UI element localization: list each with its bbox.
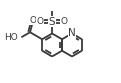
Text: HO: HO bbox=[4, 33, 17, 42]
Text: O: O bbox=[37, 17, 44, 26]
Text: O: O bbox=[30, 16, 37, 25]
Text: S: S bbox=[49, 17, 55, 27]
Text: O: O bbox=[61, 17, 68, 26]
Text: N: N bbox=[68, 28, 76, 38]
